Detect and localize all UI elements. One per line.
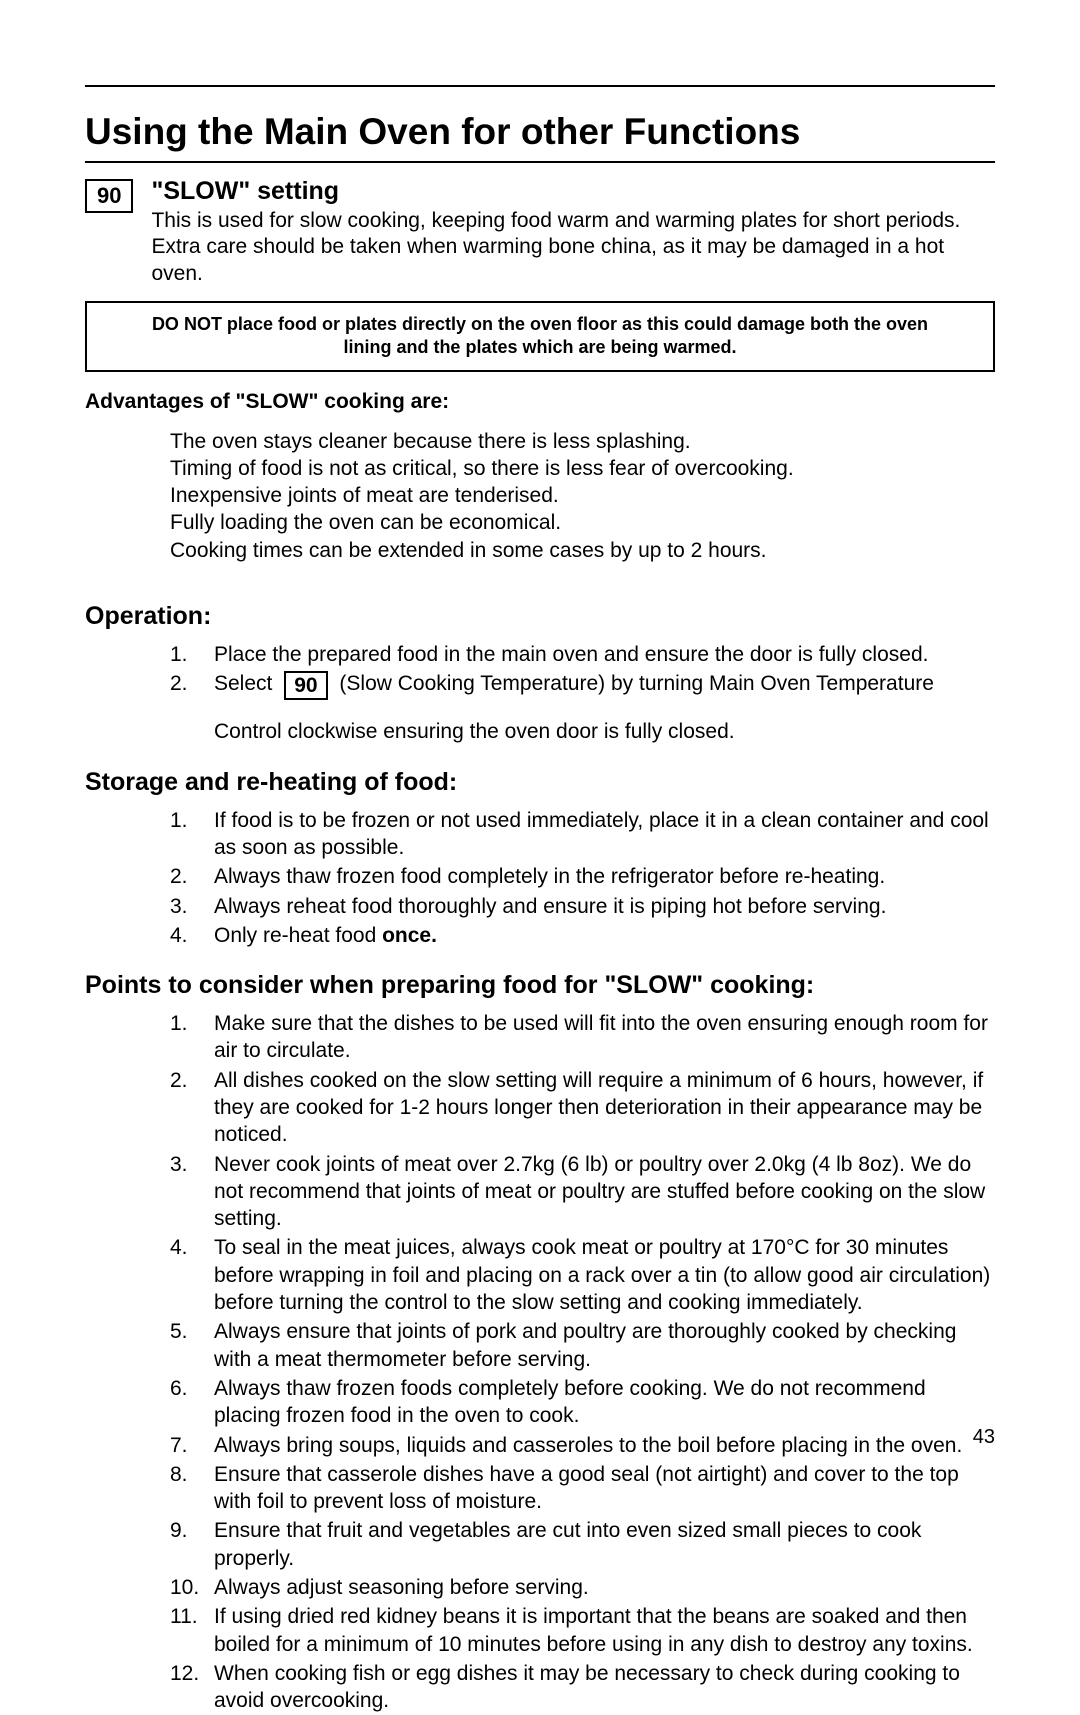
slow-setting-body: This is used for slow cooking, keeping f… — [151, 208, 995, 287]
slow-setting-title: "SLOW" setting — [151, 177, 995, 206]
advantage-item: Inexpensive joints of meat are tenderise… — [170, 482, 995, 509]
item-number: 8. — [170, 1461, 214, 1516]
item-text: Ensure that fruit and vegetables are cut… — [214, 1517, 995, 1572]
list-item: 12.When cooking fish or egg dishes it ma… — [170, 1660, 995, 1715]
item-number: 2. — [170, 1067, 214, 1149]
list-item: 9.Ensure that fruit and vegetables are c… — [170, 1517, 995, 1572]
item-text: When cooking fish or egg dishes it may b… — [214, 1660, 995, 1715]
points-list: 1.Make sure that the dishes to be used w… — [170, 1010, 995, 1714]
item-number: 1. — [170, 1010, 214, 1065]
item-text: Always bring soups, liquids and casserol… — [214, 1432, 995, 1459]
op2-post: (Slow Cooking Temperature) by turning Ma… — [339, 672, 934, 695]
item-number: 3. — [170, 893, 214, 920]
advantages-title: Advantages of "SLOW" cooking are: — [85, 390, 995, 414]
item-number: 2. — [170, 670, 214, 700]
item-number: 6. — [170, 1375, 214, 1430]
temp-box-90: 90 — [85, 179, 133, 213]
page-number: 43 — [973, 1426, 995, 1449]
item-number: 1. — [170, 641, 214, 668]
title-rule — [85, 161, 995, 163]
item-text: Always thaw frozen foods completely befo… — [214, 1375, 995, 1430]
operation-continuation: Control clockwise ensuring the oven door… — [214, 718, 995, 745]
item-number: 5. — [170, 1318, 214, 1373]
slow-text-block: "SLOW" setting This is used for slow coo… — [151, 177, 995, 287]
item-text: Select 90 (Slow Cooking Temperature) by … — [214, 670, 995, 700]
item-text: Place the prepared food in the main oven… — [214, 641, 995, 668]
list-item: 10.Always adjust seasoning before servin… — [170, 1574, 995, 1601]
temp-box-inline-90: 90 — [284, 671, 327, 700]
advantage-item: The oven stays cleaner because there is … — [170, 428, 995, 455]
item-text: Always reheat food thoroughly and ensure… — [214, 893, 995, 920]
operation-list: 1. Place the prepared food in the main o… — [170, 641, 995, 700]
item-text: Never cook joints of meat over 2.7kg (6 … — [214, 1151, 995, 1233]
list-item: 11.If using dried red kidney beans it is… — [170, 1603, 995, 1658]
item-number: 2. — [170, 863, 214, 890]
item-text: Always adjust seasoning before serving. — [214, 1574, 995, 1601]
page-title: Using the Main Oven for other Functions — [85, 111, 995, 153]
advantage-item: Cooking times can be extended in some ca… — [170, 537, 995, 564]
item-text: If using dried red kidney beans it is im… — [214, 1603, 995, 1658]
top-rule — [85, 85, 995, 87]
slow-heading-row: 90 "SLOW" setting This is used for slow … — [85, 177, 995, 287]
reheat-pre: Only re-heat food — [214, 924, 382, 947]
item-number: 1. — [170, 807, 214, 862]
storage-list: 1. If food is to be frozen or not used i… — [170, 807, 995, 949]
points-heading: Points to consider when preparing food f… — [85, 971, 995, 1000]
list-item: 2.All dishes cooked on the slow setting … — [170, 1067, 995, 1149]
list-item: 4.To seal in the meat juices, always coo… — [170, 1234, 995, 1316]
item-number: 11. — [170, 1603, 214, 1658]
list-item: 4. Only re-heat food once. — [170, 922, 995, 949]
item-number: 7. — [170, 1432, 214, 1459]
item-number: 10. — [170, 1574, 214, 1601]
item-text: If food is to be frozen or not used imme… — [214, 807, 995, 862]
list-item: 8.Ensure that casserole dishes have a go… — [170, 1461, 995, 1516]
warning-box: DO NOT place food or plates directly on … — [85, 301, 995, 372]
list-item: 3.Never cook joints of meat over 2.7kg (… — [170, 1151, 995, 1233]
list-item: 1. If food is to be frozen or not used i… — [170, 807, 995, 862]
advantage-item: Timing of food is not as critical, so th… — [170, 455, 995, 482]
item-text: Ensure that casserole dishes have a good… — [214, 1461, 995, 1516]
item-text: Only re-heat food once. — [214, 922, 995, 949]
item-text: To seal in the meat juices, always cook … — [214, 1234, 995, 1316]
advantage-item: Fully loading the oven can be economical… — [170, 509, 995, 536]
list-item: 5.Always ensure that joints of pork and … — [170, 1318, 995, 1373]
list-item: 7.Always bring soups, liquids and casser… — [170, 1432, 995, 1459]
item-number: 4. — [170, 1234, 214, 1316]
list-item: 1.Make sure that the dishes to be used w… — [170, 1010, 995, 1065]
item-text: All dishes cooked on the slow setting wi… — [214, 1067, 995, 1149]
list-item: 3. Always reheat food thoroughly and ens… — [170, 893, 995, 920]
list-item: 2. Select 90 (Slow Cooking Temperature) … — [170, 670, 995, 700]
item-text: Make sure that the dishes to be used wil… — [214, 1010, 995, 1065]
advantages-list: The oven stays cleaner because there is … — [170, 428, 995, 564]
item-number: 4. — [170, 922, 214, 949]
list-item: 1. Place the prepared food in the main o… — [170, 641, 995, 668]
reheat-once: once. — [382, 924, 437, 947]
item-number: 3. — [170, 1151, 214, 1233]
list-item: 6.Always thaw frozen foods completely be… — [170, 1375, 995, 1430]
op2-pre: Select — [214, 672, 278, 695]
item-number: 12. — [170, 1660, 214, 1715]
storage-heading: Storage and re-heating of food: — [85, 768, 995, 797]
operation-heading: Operation: — [85, 602, 995, 631]
item-text: Always thaw frozen food completely in th… — [214, 863, 995, 890]
list-item: 2. Always thaw frozen food completely in… — [170, 863, 995, 890]
item-text: Always ensure that joints of pork and po… — [214, 1318, 995, 1373]
item-number: 9. — [170, 1517, 214, 1572]
